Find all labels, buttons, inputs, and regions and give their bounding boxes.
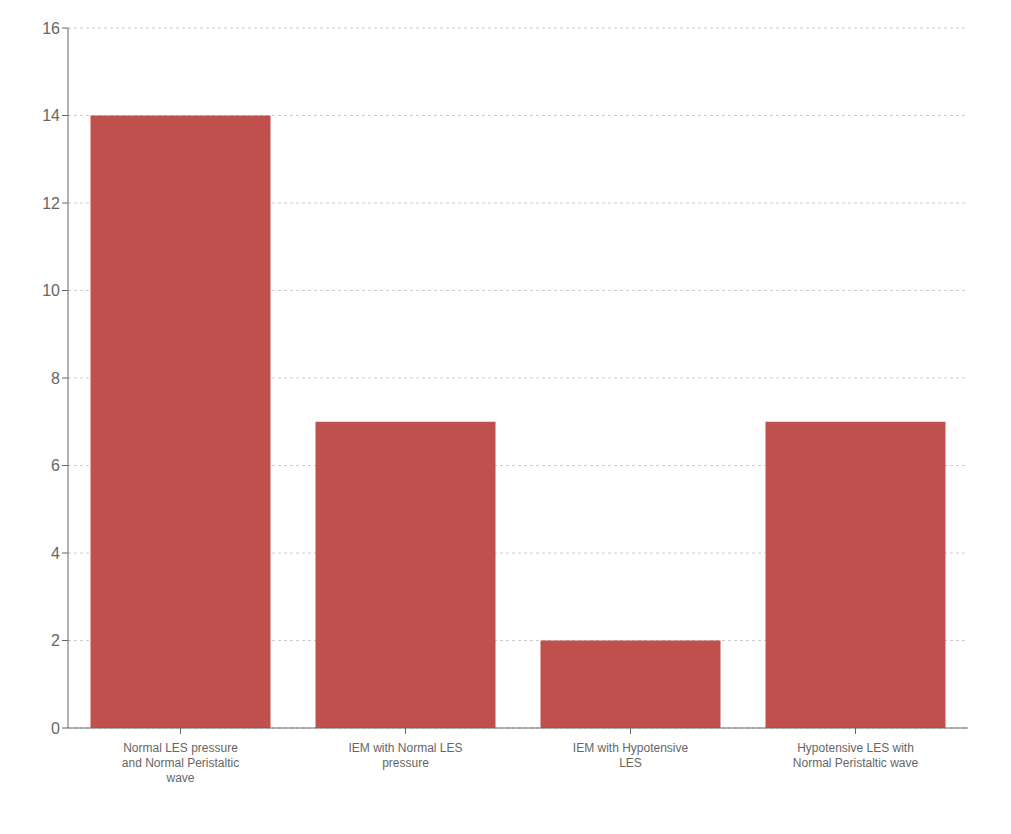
svg-text:8: 8 xyxy=(51,370,60,387)
svg-text:0: 0 xyxy=(51,720,60,737)
svg-text:Hypotensive LES withNormal Per: Hypotensive LES withNormal Peristaltic w… xyxy=(793,741,919,770)
svg-text:6: 6 xyxy=(51,457,60,474)
svg-text:2: 2 xyxy=(51,632,60,649)
svg-text:IEM with HypotensiveLES: IEM with HypotensiveLES xyxy=(573,741,689,770)
svg-text:Normal LES pressureand Normal: Normal LES pressureand Normal Peristalti… xyxy=(122,741,239,785)
svg-text:10: 10 xyxy=(42,282,60,299)
svg-text:16: 16 xyxy=(42,20,60,37)
svg-text:IEM with Normal LESpressure: IEM with Normal LESpressure xyxy=(348,741,462,770)
svg-text:12: 12 xyxy=(42,195,60,212)
svg-text:4: 4 xyxy=(51,545,60,562)
svg-text:14: 14 xyxy=(42,107,60,124)
